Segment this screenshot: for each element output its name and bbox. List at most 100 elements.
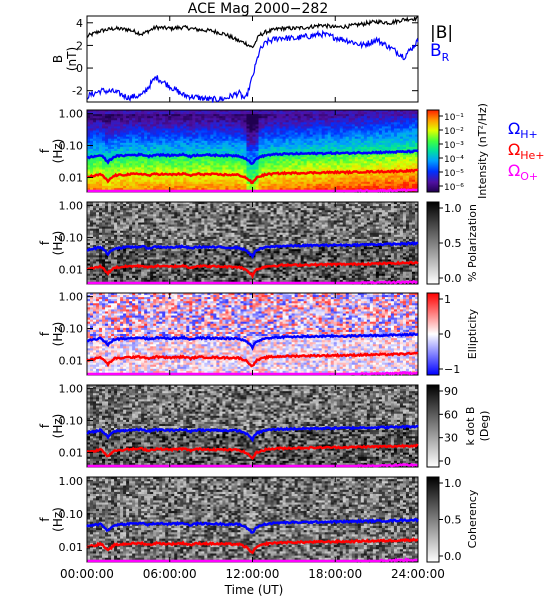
heatmap-cell xyxy=(159,169,163,172)
heatmap-cell xyxy=(114,144,118,148)
heatmap-cell xyxy=(99,144,103,148)
heatmap-cell xyxy=(90,153,94,156)
heatmap-cell xyxy=(147,179,151,183)
heatmap-cell xyxy=(141,136,145,140)
heatmap-cell xyxy=(105,138,109,142)
heatmap-cell xyxy=(105,112,109,115)
heatmap-cell xyxy=(117,146,121,150)
heatmap-cell xyxy=(123,126,127,129)
heatmap-cell xyxy=(87,122,91,125)
heatmap-cell xyxy=(141,175,145,179)
heatmap-cell xyxy=(141,187,145,191)
heatmap-cell xyxy=(117,177,121,181)
heatmap-cell xyxy=(117,151,121,154)
heatmap-cell xyxy=(111,148,115,152)
heatmap-cell xyxy=(114,110,118,113)
heatmap-cell xyxy=(105,136,109,140)
heatmap-cell xyxy=(120,167,124,170)
heatmap-cell xyxy=(129,177,133,181)
heatmap-cell xyxy=(93,120,97,123)
heatmap-cell xyxy=(102,140,106,144)
heatmap-cell xyxy=(147,185,151,189)
heatmap-cell xyxy=(135,114,139,117)
heatmap-cell xyxy=(159,163,163,166)
heatmap-cell xyxy=(159,183,163,187)
heatmap-cell xyxy=(153,132,157,135)
heatmap-cell xyxy=(147,130,151,133)
heatmap-cell xyxy=(156,171,160,174)
heatmap-cell xyxy=(156,185,160,189)
freq-ylabel: f xyxy=(38,148,52,153)
heatmap-cell xyxy=(126,169,130,172)
heatmap-cell xyxy=(144,112,148,115)
heatmap-cell xyxy=(102,179,106,183)
heatmap-cell xyxy=(141,161,145,164)
heatmap-cell xyxy=(108,153,112,156)
heatmap-cell xyxy=(87,140,91,144)
heatmap-cell xyxy=(147,183,151,187)
heatmap-cell xyxy=(147,181,151,185)
heatmap-cell xyxy=(102,183,106,187)
heatmap-cell xyxy=(150,134,154,138)
heatmap-cell xyxy=(144,146,148,150)
heatmap-cell xyxy=(123,110,127,113)
heatmap-cell xyxy=(147,187,151,191)
heatmap-cell xyxy=(138,163,142,166)
heatmap-cell xyxy=(90,120,94,123)
heatmap-cell xyxy=(90,163,94,166)
heatmap-cell xyxy=(153,148,157,152)
heatmap-cell xyxy=(96,120,100,123)
heatmap-cell xyxy=(144,157,148,160)
heatmap-cell xyxy=(123,124,127,127)
heatmap-cell xyxy=(87,185,91,189)
heatmap-cell xyxy=(120,179,124,183)
heatmap-cell xyxy=(150,163,154,166)
heatmap-cell xyxy=(96,112,100,115)
heatmap-cell xyxy=(138,116,142,119)
heatmap-cell xyxy=(150,114,154,117)
heatmap-cell xyxy=(111,138,115,142)
heatmap-cell xyxy=(117,136,121,140)
heatmap-cell xyxy=(150,157,154,160)
heatmap-cell xyxy=(90,138,94,142)
heatmap-cell xyxy=(114,163,118,166)
heatmap-cell xyxy=(141,114,145,117)
heatmap-cell xyxy=(114,177,118,181)
heatmap-cell xyxy=(120,185,124,189)
heatmap-cell xyxy=(117,120,121,123)
heatmap-cell xyxy=(126,185,130,189)
heatmap-cell xyxy=(153,181,157,185)
heatmap-cell xyxy=(102,134,106,138)
heatmap-cell xyxy=(120,165,124,168)
heatmap-cell xyxy=(99,138,103,142)
heatmap-cell xyxy=(147,124,151,127)
heatmap-cell xyxy=(144,161,148,164)
heatmap-cell xyxy=(90,136,94,140)
heatmap-cell xyxy=(159,118,163,121)
heatmap-cell xyxy=(114,124,118,127)
heatmap-cell xyxy=(120,159,124,162)
heatmap-cell xyxy=(123,114,127,117)
heatmap-cell xyxy=(135,120,139,123)
heatmap-cell xyxy=(102,151,106,154)
heatmap-cell xyxy=(117,183,121,187)
heatmap-cell xyxy=(96,181,100,185)
heatmap-cell xyxy=(108,163,112,166)
heatmap-cell xyxy=(153,163,157,166)
heatmap-cell xyxy=(102,185,106,189)
heatmap-cell xyxy=(111,122,115,125)
heatmap-cell xyxy=(126,175,130,179)
heatmap-cell xyxy=(108,132,112,135)
heatmap-cell xyxy=(90,122,94,125)
heatmap-cell xyxy=(108,155,112,158)
heatmap-cell xyxy=(147,116,151,119)
heatmap-cell xyxy=(159,151,163,154)
heatmap-cell xyxy=(111,124,115,127)
heatmap-cell xyxy=(135,148,139,152)
heatmap-cell xyxy=(126,142,130,146)
heatmap-cell xyxy=(114,120,118,123)
heatmap-cell xyxy=(150,112,154,115)
heatmap-cell xyxy=(132,122,136,125)
heatmap-cell xyxy=(132,157,136,160)
heatmap-cell xyxy=(96,116,100,119)
